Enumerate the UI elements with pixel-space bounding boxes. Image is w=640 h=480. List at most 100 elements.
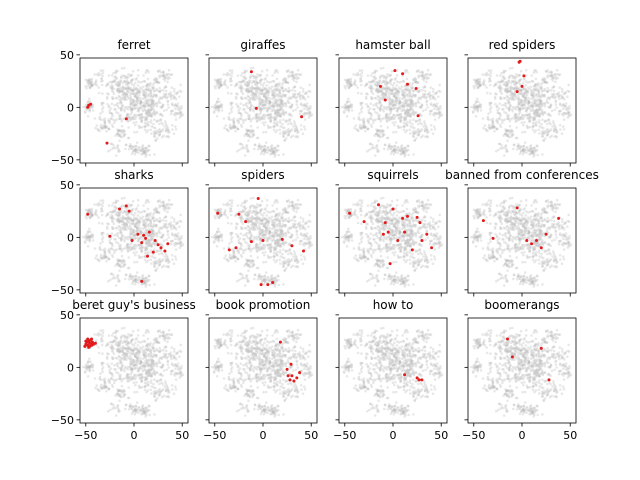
- background-point: [133, 152, 137, 156]
- background-point: [90, 214, 93, 218]
- background-point: [158, 96, 161, 100]
- background-point: [144, 146, 148, 150]
- background-point: [299, 73, 303, 76]
- background-point: [405, 93, 409, 97]
- background-point: [513, 79, 517, 83]
- background-point: [391, 84, 395, 87]
- background-point: [134, 87, 138, 91]
- background-point: [556, 76, 559, 80]
- background-point: [131, 219, 135, 223]
- background-point: [132, 100, 135, 104]
- background-point: [98, 259, 101, 263]
- background-point: [106, 150, 110, 153]
- background-point: [529, 109, 533, 113]
- background-point: [136, 109, 140, 112]
- background-point: [533, 88, 537, 91]
- background-point: [430, 128, 433, 131]
- background-point: [562, 118, 566, 121]
- background-point: [274, 88, 278, 91]
- background-point: [131, 107, 134, 110]
- background-point: [100, 80, 103, 83]
- background-point: [269, 112, 273, 116]
- background-point: [127, 246, 130, 249]
- background-point: [227, 129, 230, 133]
- background-point: [166, 257, 169, 261]
- background-point: [159, 105, 162, 109]
- background-point: [99, 125, 103, 129]
- background-point: [134, 277, 138, 280]
- background-point: [121, 104, 124, 107]
- background-point: [552, 122, 555, 125]
- background-point: [303, 103, 306, 106]
- background-point: [375, 101, 379, 105]
- background-point: [110, 242, 114, 245]
- background-point: [149, 128, 153, 132]
- background-point: [126, 108, 130, 111]
- background-point: [97, 201, 100, 205]
- background-point: [359, 103, 363, 107]
- background-point: [541, 109, 544, 112]
- background-point: [148, 89, 152, 93]
- background-point: [133, 114, 136, 117]
- background-point: [230, 106, 234, 109]
- background-point: [152, 112, 156, 116]
- background-point: [382, 66, 385, 70]
- background-point: [417, 133, 421, 136]
- background-point: [386, 81, 389, 85]
- background-point: [131, 104, 135, 107]
- background-point: [407, 153, 411, 157]
- background-point: [132, 116, 135, 119]
- background-point: [148, 214, 152, 217]
- background-point: [125, 228, 128, 231]
- background-point: [265, 74, 269, 77]
- background-point: [135, 98, 139, 101]
- background-point: [485, 71, 489, 75]
- background-point: [377, 139, 380, 143]
- background-point: [122, 92, 126, 95]
- background-point: [514, 105, 517, 109]
- background-point: [562, 128, 566, 131]
- background-point: [147, 93, 151, 96]
- background-point: [146, 93, 150, 97]
- background-point: [271, 105, 274, 108]
- background-point: [149, 104, 153, 107]
- background-point: [161, 233, 165, 236]
- background-point: [127, 85, 130, 89]
- background-point: [152, 126, 155, 129]
- background-point: [251, 135, 254, 138]
- background-point: [507, 117, 510, 121]
- background-point: [505, 94, 509, 98]
- highlight-point: [522, 74, 526, 78]
- background-point: [129, 96, 133, 99]
- background-point: [510, 108, 514, 111]
- background-point: [108, 80, 112, 84]
- background-point: [134, 253, 137, 257]
- background-point: [249, 106, 252, 110]
- background-point: [525, 146, 528, 150]
- background-point: [170, 86, 174, 89]
- background-point: [144, 71, 148, 74]
- background-point: [343, 103, 347, 107]
- background-point: [140, 120, 144, 123]
- background-point: [115, 248, 119, 251]
- background-point: [117, 80, 120, 84]
- background-point: [101, 222, 104, 225]
- background-point: [86, 245, 90, 248]
- background-point: [230, 69, 234, 72]
- background-point: [340, 105, 344, 109]
- background-point: [151, 112, 154, 115]
- background-point: [172, 224, 175, 227]
- highlight-point: [249, 70, 253, 74]
- background-point: [348, 100, 351, 103]
- background-point: [106, 280, 110, 283]
- background-point: [256, 148, 260, 151]
- background-point: [103, 121, 106, 124]
- background-point: [126, 266, 130, 270]
- background-point: [176, 108, 180, 111]
- background-point: [120, 197, 124, 200]
- background-point: [515, 116, 518, 119]
- background-point: [134, 229, 138, 233]
- background-point: [546, 86, 549, 90]
- background-point: [130, 101, 133, 104]
- background-point: [278, 128, 282, 132]
